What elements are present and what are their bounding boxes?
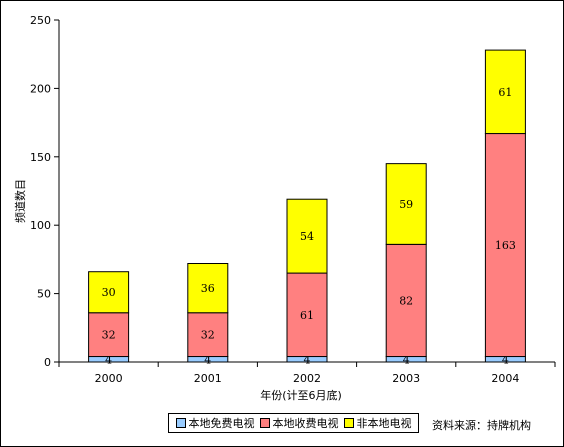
x-tick-label: 2003 [392,372,420,385]
y-tick-label: 100 [30,219,51,232]
legend-item-0: 本地免费电视 [175,415,255,431]
legend-item-2: 非本地电视 [343,415,412,431]
y-tick-label: 150 [30,151,51,164]
data-label-2001-series-1: 32 [201,329,215,342]
legend-swatch [343,418,354,428]
bar-2001-series-2 [187,263,229,314]
bar-2000-series-2 [88,271,130,314]
bar-2002-series-1 [286,272,328,358]
x-tick-label: 2002 [293,372,321,385]
data-label-2003-series-1: 82 [399,294,413,307]
legend-item-1: 本地收费电视 [259,415,339,431]
data-label-2000-series-0: 4 [105,353,112,366]
y-tick-label: 250 [30,14,51,27]
legend-swatch [259,418,270,428]
axes-layer: 0 50 100 150 200 250 2000 2001 2002 2003 2004 [30,14,556,385]
data-label-2002-series-2: 54 [300,230,314,243]
y-axis-title: 频道数目 [13,179,27,223]
data-label-2000-series-1: 32 [102,329,116,342]
bar-2004-series-1 [484,133,526,358]
y-tick-label: 200 [30,82,51,95]
data-label-2003-series-2: 59 [399,198,413,211]
legend-label: 本地免费电视 [188,417,255,430]
bars-layer: 4 32 30 4 32 36 4 61 54 4 82 59 4 163 61 [88,49,526,366]
data-label-2003-series-0: 4 [403,353,410,366]
x-tick-label: 2001 [194,372,222,385]
x-axis-title: 年份(计至6月底) [260,388,342,402]
data-label-2000-series-2: 30 [102,286,116,299]
legend-label: 本地收费电视 [272,417,339,430]
legend: 本地免费电视 本地收费电视 非本地电视 [168,413,419,433]
bar-2002-series-2 [286,198,328,274]
data-label-2002-series-0: 4 [304,353,311,366]
data-label-2004-series-1: 163 [495,239,516,252]
data-label-2001-series-0: 4 [204,353,211,366]
legend-label: 非本地电视 [356,417,412,430]
y-tick-label: 0 [44,356,51,369]
bar-2003-series-1 [385,243,427,358]
bar-2001-series-1 [187,312,229,358]
data-label-2004-series-2: 61 [498,86,512,99]
bar-2004-series-2 [484,49,526,135]
data-label-2001-series-2: 36 [201,282,215,295]
x-tick-label: 2000 [95,372,123,385]
bar-2003-series-2 [385,163,427,245]
data-label-2002-series-1: 61 [300,309,314,322]
y-tick-label: 50 [37,288,51,301]
legend-swatch [175,418,186,428]
x-tick-label: 2004 [491,372,519,385]
data-label-2004-series-0: 4 [502,353,509,366]
source-note: 资料来源：持牌机构 [432,419,531,432]
